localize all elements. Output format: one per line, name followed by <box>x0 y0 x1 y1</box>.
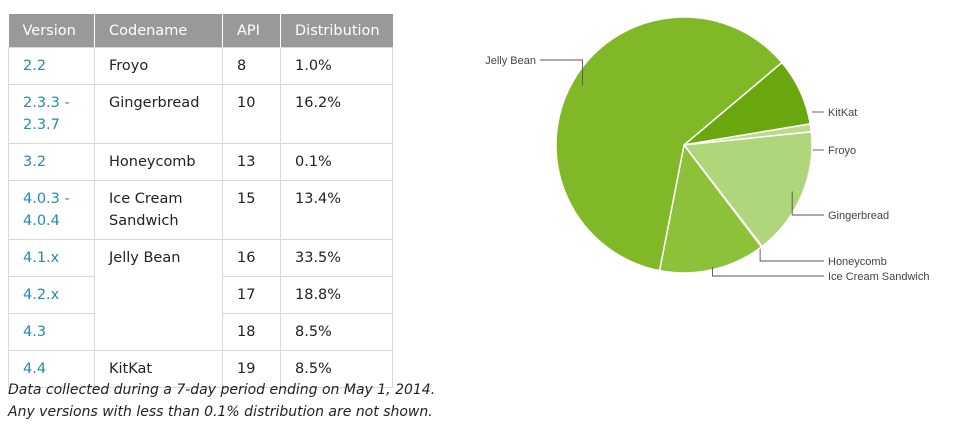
slice-label-honeycomb: Honeycomb <box>828 256 887 268</box>
note-line-2: Any versions with less than 0.1% distrib… <box>8 404 433 420</box>
table-row: 2.2 Froyo 8 1.0% <box>8 47 394 85</box>
slice-label-gingerbread: Gingerbread <box>828 210 889 222</box>
header-version: Version <box>8 14 95 48</box>
table-row: 4.3 18 8.5% <box>8 313 394 351</box>
header-codename: Codename <box>94 14 223 48</box>
version-cell[interactable]: 2.3.3 - 2.3.7 <box>8 84 95 144</box>
api-cell: 8 <box>222 47 281 85</box>
api-cell: 19 <box>222 350 281 388</box>
codename-cell: Jelly Bean <box>94 239 223 351</box>
table-row: 4.2.x 17 18.8% <box>8 276 394 314</box>
leader-line-honeycomb <box>759 244 824 262</box>
note-line-1: Data collected during a 7-day period end… <box>8 382 436 398</box>
leader-line-jelly-bean <box>540 59 583 86</box>
pie-slice-jelly-bean <box>555 16 783 272</box>
api-cell: 10 <box>222 84 281 144</box>
leader-line-gingerbread <box>791 191 824 216</box>
version-cell[interactable]: 2.2 <box>8 47 95 85</box>
distribution-cell: 8.5% <box>279 350 394 388</box>
distribution-cell: 0.1% <box>279 143 394 181</box>
api-cell: 17 <box>222 276 281 314</box>
table-row: 2.3.3 - 2.3.7 Gingerbread 10 16.2% <box>8 84 394 144</box>
header-distribution: Distribution <box>280 14 393 48</box>
version-cell[interactable]: 4.4 <box>8 350 95 388</box>
table-header-row: Version Codename API Distribution <box>8 14 393 48</box>
table-row: 4.4 KitKat 19 8.5% <box>8 350 394 388</box>
distribution-cell: 16.2% <box>279 84 394 144</box>
api-cell: 18 <box>222 313 281 351</box>
distribution-cell: 1.0% <box>279 47 394 85</box>
api-cell: 13 <box>222 143 281 181</box>
version-cell[interactable]: 3.2 <box>8 143 95 181</box>
slice-label-froyo: Froyo <box>828 145 856 157</box>
codename-cell: Gingerbread <box>94 84 223 144</box>
slice-label-jelly-bean: Jelly Bean <box>485 55 536 67</box>
distribution-cell: 18.8% <box>279 276 394 314</box>
data-note: Data collected during a 7-day period end… <box>8 379 435 423</box>
version-cell[interactable]: 4.0.3 - 4.0.4 <box>8 180 95 240</box>
version-cell[interactable]: 4.3 <box>8 313 95 351</box>
pie-slice-gingerbread <box>682 131 813 248</box>
pie-slice-ice-cream-sandwich <box>658 143 763 274</box>
distribution-cell: 8.5% <box>279 313 394 351</box>
leader-line-ice-cream-sandwich <box>711 267 824 277</box>
table-row: 3.2 Honeycomb 13 0.1% <box>8 143 394 181</box>
codename-cell: KitKat <box>94 350 223 388</box>
api-cell: 15 <box>222 180 281 240</box>
codename-cell: Froyo <box>94 47 223 85</box>
slice-label-kitkat: KitKat <box>828 107 857 119</box>
header-api: API <box>222 14 281 48</box>
table-row: 4.1.x Jelly Bean 16 33.5% <box>8 239 394 351</box>
distribution-table: Version Codename API Distribution 2.2 Fr… <box>8 14 394 388</box>
slice-label-ice-cream-sandwich: Ice Cream Sandwich <box>828 271 930 283</box>
